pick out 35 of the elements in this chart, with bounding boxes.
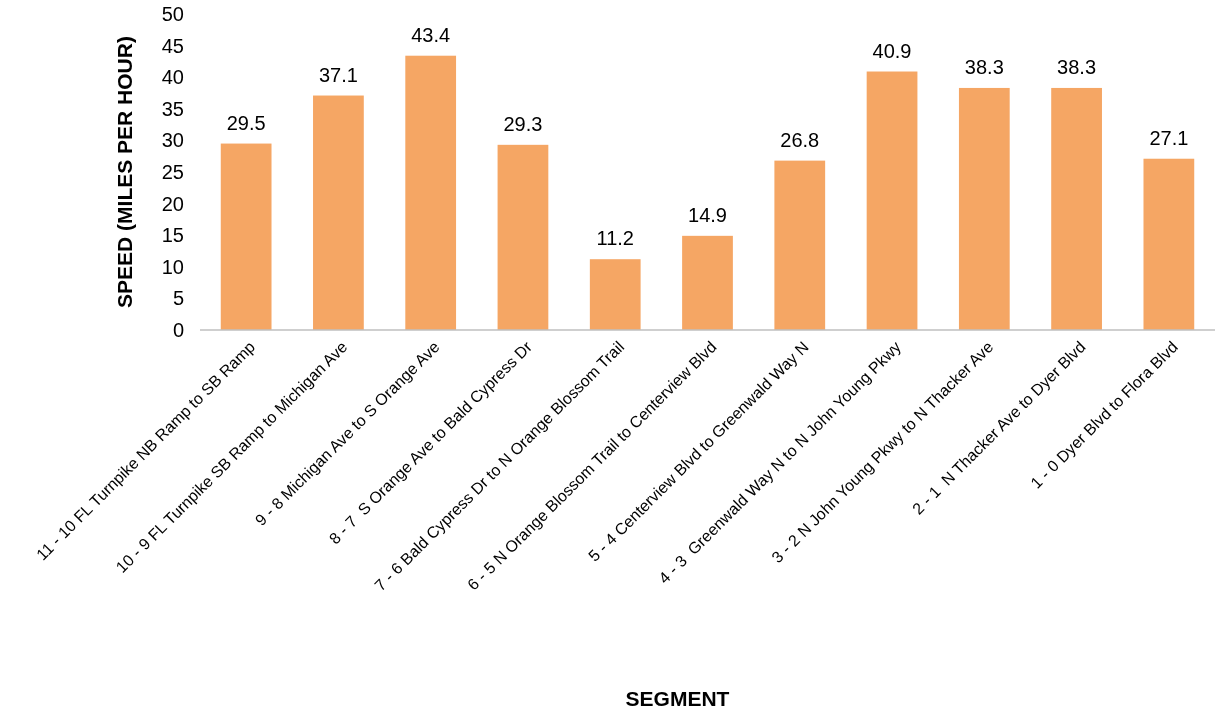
data-label: 38.3 xyxy=(1057,55,1097,78)
data-label: 43.4 xyxy=(411,23,451,46)
data-label: 37.1 xyxy=(318,63,358,86)
data-label: 40.9 xyxy=(872,39,912,62)
x-axis-title: SEGMENT xyxy=(625,687,730,710)
y-tick-label: 10 xyxy=(161,255,184,278)
y-tick-label: 45 xyxy=(161,34,184,57)
data-label: 26.8 xyxy=(780,128,820,151)
data-label: 29.5 xyxy=(226,111,266,134)
y-tick-label: 5 xyxy=(172,287,184,310)
y-axis-title: SPEED (MILES PER HOUR) xyxy=(113,36,136,308)
y-tick-label: 15 xyxy=(161,224,184,247)
y-tick-label: 0 xyxy=(172,319,184,341)
bar xyxy=(1051,87,1102,330)
bar xyxy=(497,144,549,330)
bar xyxy=(774,160,826,330)
bar xyxy=(313,95,364,330)
data-label: 11.2 xyxy=(596,227,634,250)
bar xyxy=(589,259,641,330)
y-tick-label: 20 xyxy=(161,192,184,215)
data-label: 29.3 xyxy=(503,112,543,135)
bar xyxy=(1143,158,1195,330)
y-tick-label: 35 xyxy=(161,97,184,120)
bar xyxy=(220,143,272,330)
y-tick-label: 40 xyxy=(161,66,184,89)
data-label: 38.3 xyxy=(964,55,1004,78)
bar xyxy=(958,87,1010,330)
y-tick-label: 30 xyxy=(161,129,184,152)
y-tick-label: 50 xyxy=(161,3,184,25)
data-label: 27.1 xyxy=(1149,126,1189,149)
y-tick-label: 25 xyxy=(161,161,184,183)
bar xyxy=(682,235,733,330)
data-label: 14.9 xyxy=(688,203,727,226)
bar xyxy=(866,71,918,330)
bar xyxy=(405,55,457,330)
